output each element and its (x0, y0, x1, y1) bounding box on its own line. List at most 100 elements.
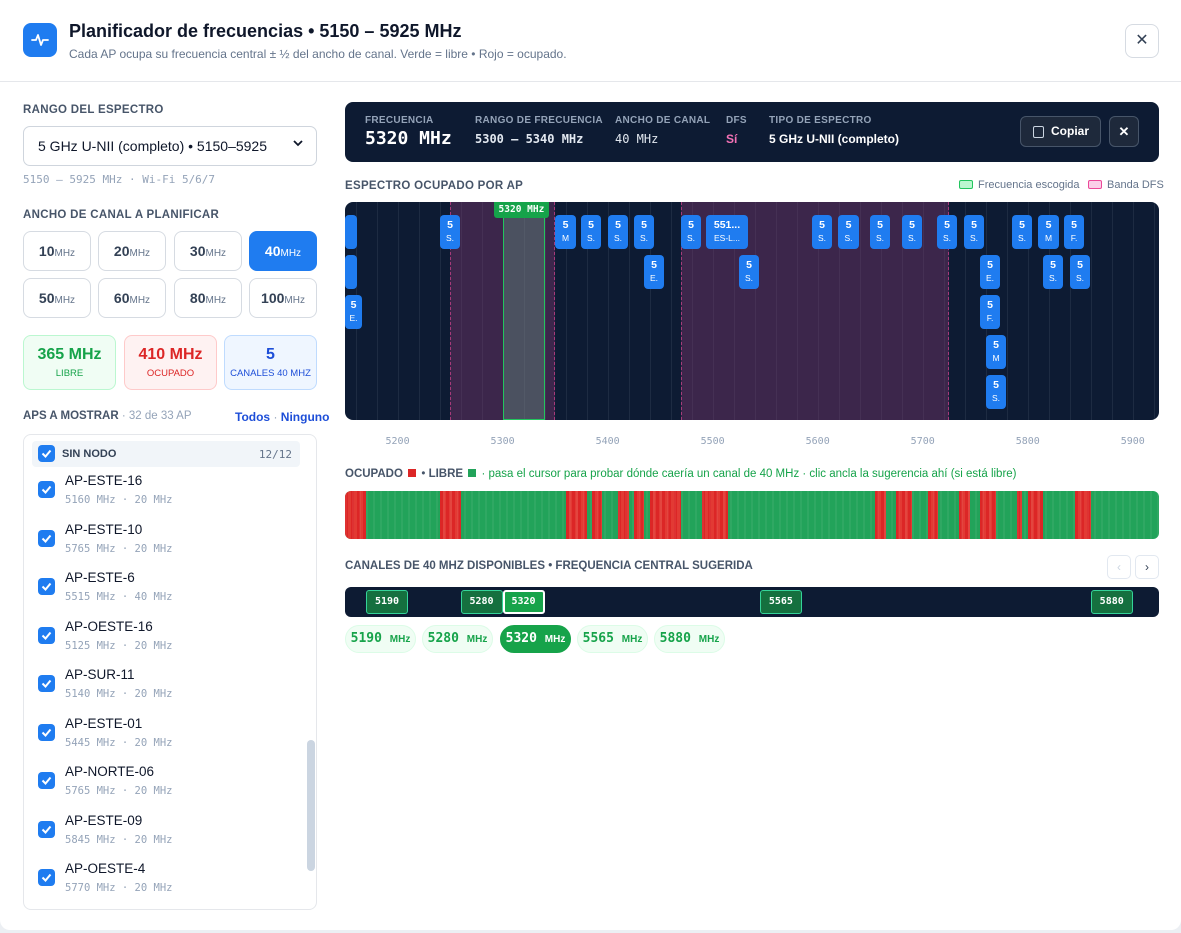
ap-chip[interactable]: 5 S. (608, 215, 628, 249)
dfs-key: DFS (726, 115, 747, 126)
ap-checkbox[interactable] (38, 529, 55, 547)
ap-checkbox[interactable] (38, 675, 55, 692)
ap-chip[interactable]: 5 S. (581, 215, 601, 249)
spectrum-range-select[interactable]: 5 GHz U-NII (completo) • 5150–5925 (23, 126, 317, 166)
free-texture (1101, 491, 1103, 539)
ap-details: 5845 MHz · 20 MHz (65, 833, 173, 846)
channel-suggestion-pill[interactable]: 5880 MHz (654, 625, 725, 653)
axis-tick-label: 5700 (910, 436, 935, 447)
copy-button[interactable]: Copiar (1020, 116, 1101, 147)
channel-suggestion-pill[interactable]: 5320 MHz (500, 625, 571, 653)
ap-checkbox[interactable] (38, 869, 55, 886)
free-texture (1059, 491, 1061, 539)
width-10-button[interactable]: 10MHz (23, 231, 91, 271)
ap-chip[interactable]: 5 S. (937, 215, 957, 249)
free-texture (506, 491, 508, 539)
legend-chosen-text: Frecuencia escogida (978, 179, 1080, 191)
ap-chip[interactable]: 5 S. (681, 215, 701, 249)
ap-chip[interactable]: 5 S. (1012, 215, 1032, 249)
ap-chip[interactable] (345, 255, 357, 289)
available-channel-marker[interactable]: 5880 (1090, 590, 1133, 614)
list-item[interactable]: AP-SUR-11 5140 MHz · 20 MHz (24, 667, 304, 723)
width-40-button[interactable]: 40MHz (249, 231, 317, 271)
ap-chip[interactable]: 5 F. (980, 295, 1000, 329)
channel-suggestion-pill[interactable]: 5190 MHz (345, 625, 416, 653)
available-channel-marker[interactable]: 5320 (502, 590, 545, 614)
ap-chip[interactable]: 5 S. (1070, 255, 1090, 289)
width-60-button[interactable]: 60MHz (98, 278, 166, 318)
prev-page-button[interactable]: ‹ (1107, 555, 1131, 579)
ap-chip[interactable]: 5 F. (1064, 215, 1084, 249)
width-30-button[interactable]: 30MHz (174, 231, 242, 271)
aps-count: · 32 de 33 AP (121, 410, 192, 422)
ap-chip[interactable]: 5 S. (440, 215, 460, 249)
ap-chip[interactable]: 551... ES-L... (706, 215, 748, 249)
list-item[interactable]: AP-OESTE-4 5770 MHz · 20 MHz (24, 861, 304, 909)
list-item[interactable]: AP-OESTE-16 5125 MHz · 20 MHz (24, 619, 304, 675)
ap-checkbox[interactable] (38, 820, 55, 838)
free-texture (779, 491, 781, 539)
free-texture (716, 491, 718, 539)
ap-chip[interactable]: 5 S. (634, 215, 654, 249)
clear-selection-button[interactable]: ✕ (1109, 116, 1139, 147)
list-item[interactable]: AP-ESTE-10 5765 MHz · 20 MHz (24, 522, 304, 578)
list-item[interactable]: AP-ESTE-01 5445 MHz · 20 MHz (24, 716, 304, 772)
occupancy-bar[interactable] (345, 491, 1159, 539)
chosen-channel-label: 5320 MHz (493, 202, 550, 218)
width-80-button[interactable]: 80MHz (174, 278, 242, 318)
group-row[interactable]: SIN NODO 12/12 (32, 441, 300, 467)
select-none-link[interactable]: Ninguno (280, 410, 330, 424)
ap-chip[interactable]: 5 S. (739, 255, 759, 289)
ap-checkbox[interactable] (38, 626, 55, 644)
free-texture (765, 491, 767, 539)
free-texture (1052, 491, 1054, 539)
channel-suggestion-pill[interactable]: 5565 MHz (577, 625, 648, 653)
available-channel-marker[interactable]: 5565 (759, 590, 802, 614)
list-item[interactable]: AP-ESTE-09 5845 MHz · 20 MHz (24, 813, 304, 869)
select-all-link[interactable]: Todos (235, 410, 271, 424)
ap-chip-freq: 5 (1071, 219, 1077, 231)
ap-chip[interactable]: 5 S. (812, 215, 832, 249)
ap-list[interactable]: SIN NODO 12/12 AP-ESTE-16 5160 MHz · 20 M… (23, 434, 317, 910)
list-scrollbar[interactable] (307, 740, 315, 871)
next-page-button[interactable]: › (1135, 555, 1159, 579)
ap-chip[interactable]: 5 E. (644, 255, 664, 289)
width-20-button[interactable]: 20MHz (98, 231, 166, 271)
available-channel-marker[interactable]: 5280 (460, 590, 503, 614)
free-texture (947, 491, 949, 539)
ap-chip[interactable]: 5 E. (980, 255, 1000, 289)
ap-chip[interactable]: 5 S. (964, 215, 984, 249)
available-channel-marker[interactable]: 5190 (366, 590, 408, 614)
free-texture (905, 491, 907, 539)
ap-chip[interactable]: 5 S. (1043, 255, 1063, 289)
width-50-button[interactable]: 50MHz (23, 278, 91, 318)
grid-line (691, 202, 693, 420)
ap-checkbox[interactable] (38, 481, 55, 498)
free-texture (786, 491, 788, 539)
close-modal-button[interactable]: ✕ (1125, 24, 1159, 58)
ap-checkbox[interactable] (38, 723, 55, 741)
ap-chip[interactable]: 5 E. (345, 295, 362, 329)
ap-chip[interactable]: 5 S. (838, 215, 859, 249)
list-item[interactable]: AP-NORTE-06 5765 MHz · 20 MHz (24, 764, 304, 820)
ap-checkbox[interactable] (38, 772, 55, 789)
ap-chip[interactable]: 5 S. (902, 215, 922, 249)
width-100-button[interactable]: 100MHz (249, 278, 317, 318)
free-texture (863, 491, 865, 539)
width-value: 50 (38, 290, 55, 306)
ap-chip[interactable] (345, 215, 357, 249)
group-count: 12/12 (258, 448, 292, 461)
free-texture (989, 491, 991, 539)
ap-checkbox[interactable] (38, 578, 55, 595)
spectrum-chart[interactable]: 5320 MHz 5 E. 5 S. 5 M 5 S. 5 S. 5 S. 5 E. 5 S. 551... ES-… (345, 202, 1159, 420)
ap-chip[interactable]: 5 S. (870, 215, 890, 249)
list-item[interactable]: AP-ESTE-6 5515 MHz · 40 MHz (24, 570, 304, 626)
ap-chip[interactable]: 5 S. (986, 375, 1006, 409)
group-checkbox[interactable] (38, 445, 55, 462)
list-item[interactable]: AP-ESTE-16 5160 MHz · 20 MHz (24, 473, 304, 529)
channel-suggestion-pill[interactable]: 5280 MHz (422, 625, 493, 653)
